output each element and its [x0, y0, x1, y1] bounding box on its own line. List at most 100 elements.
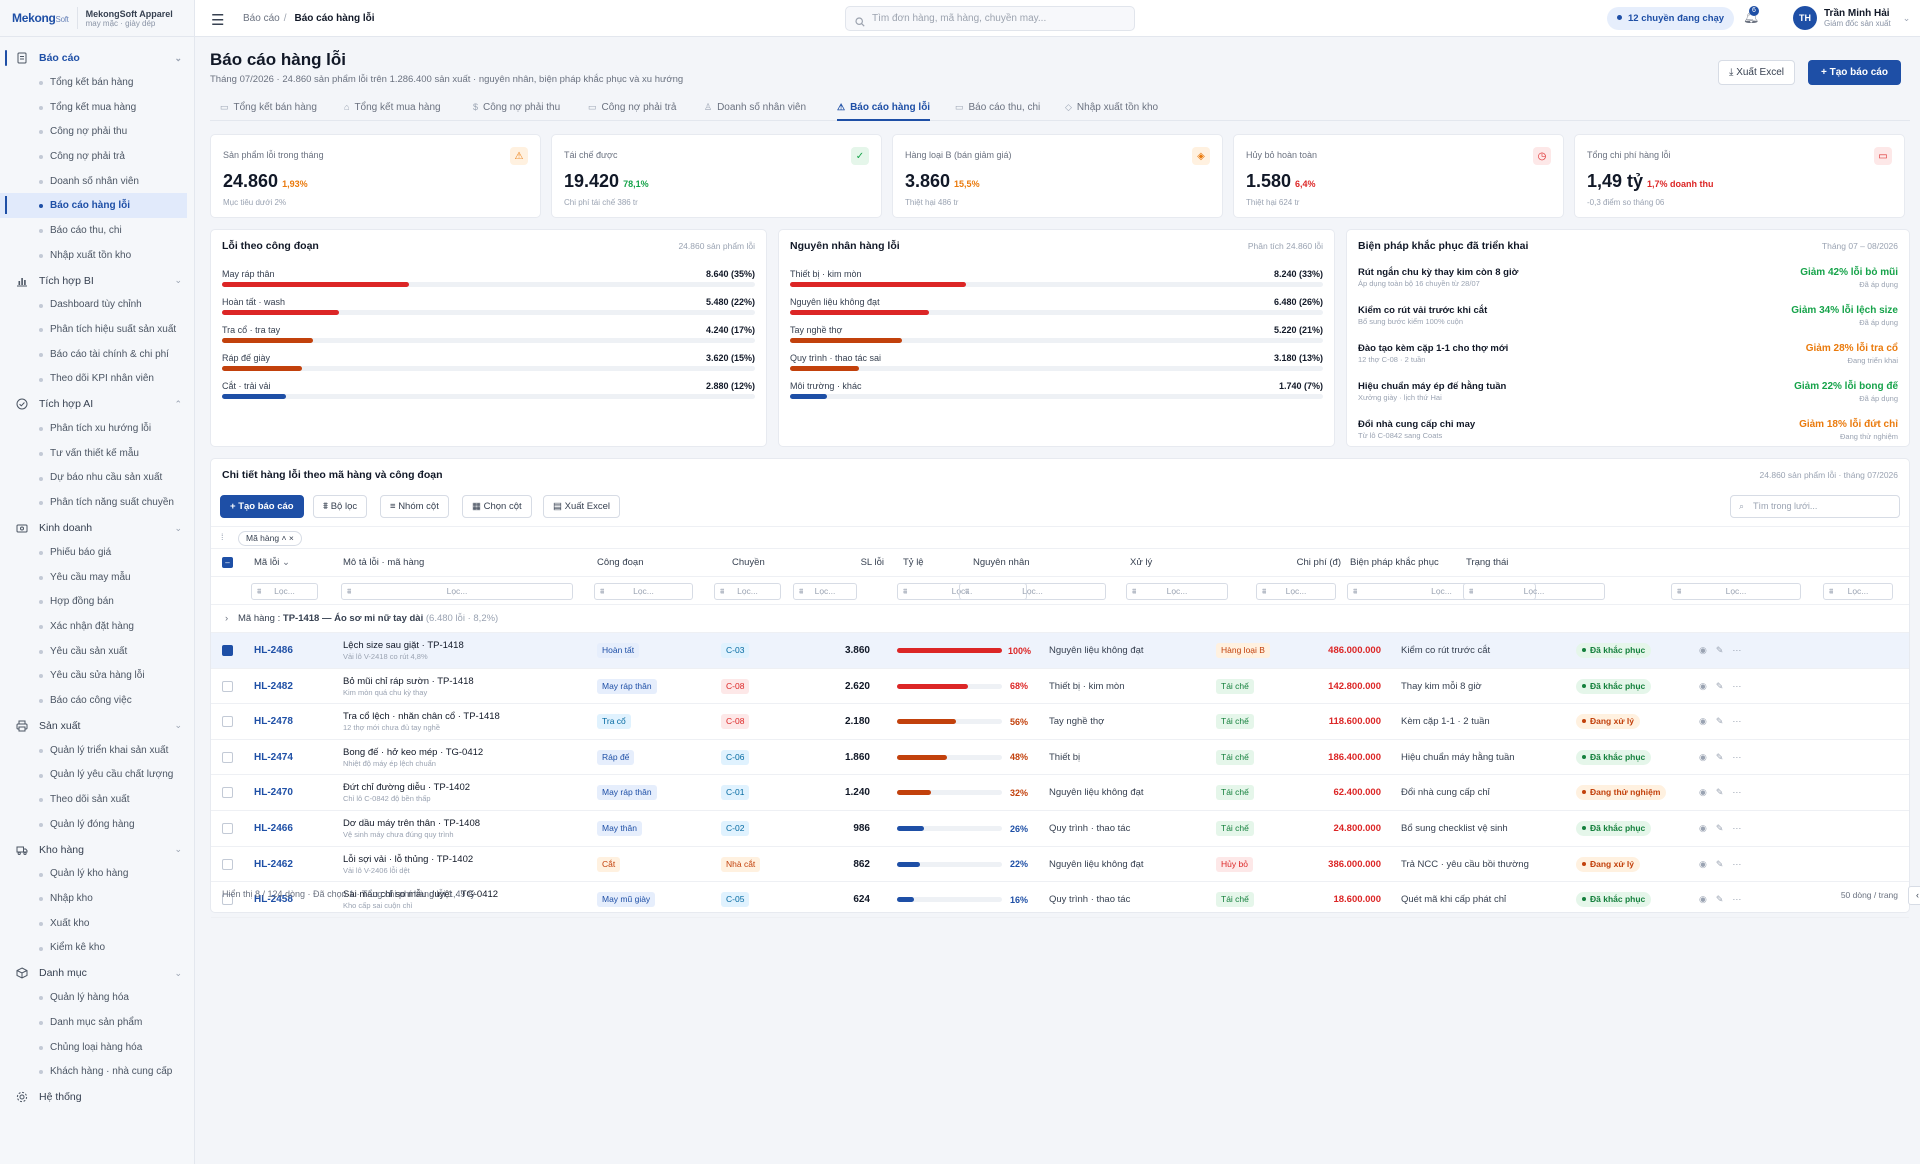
edit-icon[interactable]: ✎: [1715, 823, 1733, 833]
tab-tong-ket-ban-hang[interactable]: ▭ Tổng kết bán hàng: [220, 102, 317, 113]
sidebar-item-xac-nhan-dat-hang[interactable]: Xác nhận đặt hàng: [0, 614, 194, 639]
more-icon[interactable]: ⋯: [1732, 787, 1751, 798]
sidebar-item-dashboard-tuy-chinh[interactable]: Dashboard tùy chỉnh: [0, 293, 194, 318]
sidebar-item-theo-doi-kpi-nhan-vien[interactable]: Theo dõi KPI nhân viên: [0, 367, 194, 392]
tab-bao-cao-hang-loi[interactable]: ⚠ Báo cáo hàng lỗi: [837, 95, 931, 121]
sidebar-item-tong-ket-ban-hang[interactable]: Tổng kết bán hàng: [0, 70, 194, 95]
sidebar-item-yeu-cau-san-xuat[interactable]: Yêu cầu sản xuất: [0, 639, 194, 664]
more-icon[interactable]: ⋯: [1732, 645, 1751, 655]
corrective-action-item[interactable]: Hiệu chuẩn máy ép đế hằng tuần Xưởng già…: [1358, 381, 1898, 419]
table-row[interactable]: HL-2466 Dơ dầu máy trên thân · TP-1408 Vệ…: [211, 811, 1909, 847]
view-icon[interactable]: ◉: [1699, 894, 1716, 905]
sidebar-item-quan-ly-yeu-cau-chat-luong[interactable]: Quản lý yêu cầu chất lượng: [0, 763, 194, 788]
bar-row[interactable]: May ráp thân 8.640 (35%): [222, 269, 755, 297]
page-size-select[interactable]: 50 dòng / trang: [1840, 890, 1898, 900]
sidebar-item-kiem-ke-kho[interactable]: Kiểm kê kho: [0, 936, 194, 961]
bar-row[interactable]: Tay nghề thợ 5.220 (21%): [790, 325, 1323, 353]
view-icon[interactable]: ◉: [1699, 858, 1716, 869]
tab-doanh-so-nhan-vien[interactable]: ♙ Doanh số nhân viên: [704, 102, 807, 113]
edit-icon[interactable]: ✎: [1715, 751, 1733, 762]
sidebar-item-phan-tich-xu-huong-loi[interactable]: Phân tích xu hướng lỗi: [0, 416, 194, 441]
sidebar-item-yeu-cau-may-mau[interactable]: Yêu cầu may mẫu: [0, 565, 194, 590]
sidebar-group-danh-muc[interactable]: Danh mục ⌄: [0, 961, 194, 985]
view-icon[interactable]: ◉: [1699, 645, 1716, 655]
more-icon[interactable]: ⋯: [1732, 716, 1751, 727]
sidebar-item-quan-ly-trien-khai-san-xuat[interactable]: Quản lý triển khai sản xuất: [0, 738, 194, 763]
edit-icon[interactable]: ✎: [1715, 645, 1733, 655]
bar-row[interactable]: Tra cổ · tra tay 4.240 (17%): [222, 325, 755, 353]
sidebar-item-danh-muc-san-pham[interactable]: Danh mục sản phẩm: [0, 1010, 194, 1035]
sidebar-item-bao-cao-hang-loi[interactable]: Báo cáo hàng lỗi: [0, 193, 187, 219]
sidebar-item-phan-tich-hieu-suat-san-xuat[interactable]: Phân tích hiệu suất sản xuất: [0, 317, 194, 342]
kpi-card-huy-bo-hoan-toan[interactable]: Hủy bỏ hoàn toàn 1.580 6,4% Thiệt hại 624…: [1233, 134, 1564, 218]
column-header-ma-loi[interactable]: Mã lỗi ⌄: [254, 557, 290, 568]
tab-cong-no-phai-tra[interactable]: ▭ Công nợ phải trả: [588, 102, 677, 113]
breadcrumb-parent[interactable]: Báo cáo: [243, 13, 280, 24]
group-row[interactable]: › Mã hàng : TP-1418 — Áo sơ mi nữ tay dà…: [211, 605, 1909, 633]
sidebar-item-xuat-kho[interactable]: Xuất kho: [0, 911, 194, 936]
table-row[interactable]: HL-2470 Đứt chỉ đường diễu · TP-1402 Chỉ …: [211, 775, 1909, 811]
row-checkbox[interactable]: [222, 633, 233, 668]
table-row[interactable]: HL-2474 Bong đế · hở keo mép · TG-0412 Nh…: [211, 740, 1909, 776]
brand[interactable]: MekongSoft MekongSoft Apparel may mặc · …: [0, 0, 194, 37]
more-icon[interactable]: ⋯: [1732, 751, 1751, 762]
table-row[interactable]: HL-2458 Sai màu chỉ so mẫu duyệt · TG-04…: [211, 882, 1909, 918]
sidebar-item-tu-van-thiet-ke-mau[interactable]: Tư vấn thiết kế mẫu: [0, 441, 194, 466]
sidebar-item-quan-ly-hang-hoa[interactable]: Quản lý hàng hóa: [0, 985, 194, 1010]
grid-search-input[interactable]: ⌕ Tìm trong lưới...: [1730, 495, 1900, 518]
column-filter-input[interactable]: ⩩ Lọc...: [1463, 583, 1605, 600]
kpi-card-tong-chi-phi-hang-loi[interactable]: Tổng chi phí hàng lỗi 1,49 tỷ 1,7% doanh …: [1574, 134, 1905, 218]
row-checkbox[interactable]: [222, 740, 233, 775]
corrective-action-item[interactable]: Kiểm co rút vải trước khi cắt Bổ sung bư…: [1358, 305, 1898, 343]
defect-code[interactable]: HL-2486: [254, 645, 293, 656]
column-header-chi-phi-d[interactable]: Chi phí (đ): [1296, 557, 1341, 568]
bar-row[interactable]: Hoàn tất · wash 5.480 (22%): [222, 297, 755, 325]
column-header-sl-loi[interactable]: SL lỗi: [860, 557, 884, 568]
bar-row[interactable]: Môi trường · khác 1.740 (7%): [790, 381, 1323, 409]
column-header-nguyen-nhan[interactable]: Nguyên nhân: [973, 557, 1030, 568]
prev-page-button[interactable]: ‹: [1908, 886, 1920, 905]
defect-code[interactable]: HL-2482: [254, 680, 293, 692]
column-filter-input[interactable]: ⩩ Lọc...: [959, 583, 1106, 600]
edit-icon[interactable]: ✎: [1715, 858, 1733, 869]
column-filter-input[interactable]: ⩩ Lọc...: [714, 583, 781, 600]
menu-icon[interactable]: ☰: [211, 12, 225, 29]
sidebar-group-tich-hop-ai[interactable]: Tích hợp AI ⌃: [0, 392, 194, 416]
table-row[interactable]: HL-2478 Tra cổ lệch · nhăn chân cổ · TP-…: [211, 704, 1909, 740]
defect-code[interactable]: HL-2478: [254, 716, 293, 728]
column-header-bien-phap-khac-phuc[interactable]: Biện pháp khắc phục: [1350, 557, 1439, 568]
chevron-right-icon[interactable]: ›: [225, 613, 229, 624]
kpi-card-hang-loai-b-ban-giam-gia[interactable]: Hàng loại B (bán giảm giá) 3.860 15,5% Th…: [892, 134, 1223, 218]
bell-icon[interactable]: 🔔︎ 6: [1743, 6, 1760, 24]
sidebar-item-theo-doi-san-xuat[interactable]: Theo dõi sản xuất: [0, 787, 194, 812]
sidebar-item-bao-cao-tai-chinh-chi-phi[interactable]: Báo cáo tài chính & chi phí: [0, 342, 194, 367]
column-header-mo-ta-loi-ma-hang[interactable]: Mô tả lỗi · mã hàng: [343, 557, 425, 568]
sidebar-item-phieu-bao-gia[interactable]: Phiếu báo giá: [0, 540, 194, 565]
sort-asc-icon[interactable]: ˄: [281, 533, 287, 543]
sidebar-item-bao-cao-cong-viec[interactable]: Báo cáo công việc: [0, 688, 194, 713]
group-chip[interactable]: Mã hàng ˄ ×: [238, 531, 302, 546]
view-icon[interactable]: ◉: [1699, 751, 1716, 762]
edit-icon[interactable]: ✎: [1715, 716, 1733, 727]
sidebar-item-tong-ket-mua-hang[interactable]: Tổng kết mua hàng: [0, 95, 194, 120]
column-filter-input[interactable]: ⩩ Lọc...: [594, 583, 693, 600]
sidebar-item-phan-tich-nang-suat-chuyen[interactable]: Phân tích năng suất chuyền: [0, 490, 194, 515]
sidebar-group-san-xuat[interactable]: Sản xuất ⌄: [0, 714, 194, 738]
defect-code[interactable]: HL-2470: [254, 787, 293, 799]
bar-row[interactable]: Nguyên liệu không đạt 6.480 (26%): [790, 297, 1323, 325]
grid-export-button[interactable]: ▤ Xuất Excel: [543, 495, 621, 518]
sidebar-item-bao-cao-thu-chi[interactable]: Báo cáo thu, chi: [0, 218, 194, 243]
column-filter-input[interactable]: ⩩ Lọc...: [1823, 583, 1893, 600]
export-excel-button[interactable]: ⤓ Xuất Excel: [1718, 60, 1796, 85]
table-row[interactable]: HL-2486 Lệch size sau giặt · TP-1418 Vải …: [211, 633, 1909, 669]
table-row[interactable]: HL-2462 Lỗi sợi vải · lỗ thủng · TP-1402…: [211, 847, 1909, 883]
bar-row[interactable]: Ráp đế giày 3.620 (15%): [222, 353, 755, 381]
global-search-input[interactable]: Tìm đơn hàng, mã hàng, chuyền may...: [845, 6, 1135, 31]
sidebar-item-hop-dong-ban[interactable]: Hợp đồng bán: [0, 589, 194, 614]
column-header-xu-ly[interactable]: Xử lý: [1130, 557, 1153, 568]
group-columns-button[interactable]: ≡ Nhóm cột: [380, 495, 449, 518]
view-icon[interactable]: ◉: [1699, 787, 1716, 798]
sidebar-group-bao-cao[interactable]: Báo cáo ⌄: [0, 46, 194, 70]
edit-icon[interactable]: ✎: [1715, 894, 1733, 905]
column-filter-input[interactable]: ⩩ Lọc...: [793, 583, 857, 600]
